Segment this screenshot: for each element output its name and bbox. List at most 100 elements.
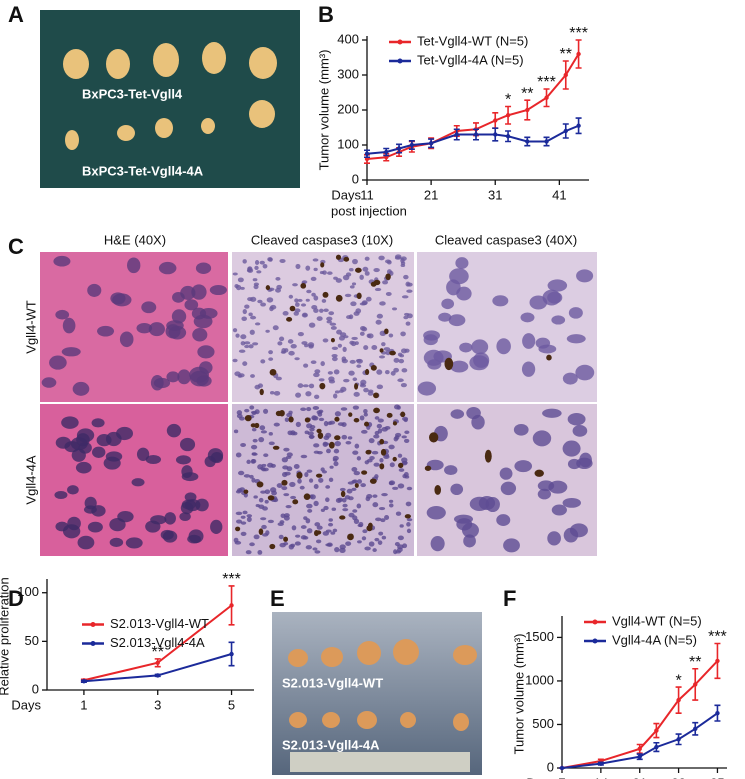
nucleus [441,298,455,310]
nucleus [181,465,193,479]
nucleus [368,438,375,444]
nucleus [334,440,342,447]
nucleus [292,283,298,287]
nucleus [256,270,262,274]
photo-label: BxPC3-Tet-Vgll4 [82,86,183,101]
stain [334,435,341,441]
nucleus [396,547,403,553]
nucleus [310,425,316,429]
nucleus [272,325,279,331]
nucleus [400,263,406,268]
nucleus [282,311,289,316]
nucleus [195,262,212,274]
stain [258,528,264,535]
panel-letter: A [8,2,24,27]
nucleus [330,531,336,535]
nucleus [331,353,338,358]
nucleus [343,335,349,339]
nucleus [393,367,400,373]
stain [385,273,391,281]
nucleus [320,361,325,367]
nucleus [346,315,352,320]
nucleus [374,537,380,542]
nucleus [375,319,382,325]
stain [379,463,385,470]
nucleus [352,509,358,513]
legend-label: Vgll4-WT (N=5) [612,613,702,628]
legend-label: S2.013-Vgll4-WT [110,616,209,631]
nucleus [300,303,307,307]
nucleus [360,483,366,488]
panel-c: H&E (40X) Cleaved caspase3 (10X) Cleaved… [23,232,597,556]
stain [235,526,241,532]
stain [330,338,335,343]
nucleus [325,497,330,503]
nucleus [572,424,588,437]
nucleus [562,440,581,457]
nucleus [312,415,319,421]
nucleus [349,340,355,345]
nucleus [67,516,81,531]
nucleus [373,267,380,273]
nucleus [374,416,380,420]
stain [434,484,442,495]
nucleus [166,371,180,383]
point [493,118,498,123]
nucleus [327,271,333,275]
nucleus [365,296,372,302]
nucleus [402,473,407,479]
point [409,142,415,148]
nucleus [394,435,400,440]
nucleus [388,333,394,338]
nucleus [542,289,561,306]
nucleus [295,302,300,307]
nucleus [361,536,367,541]
point [715,658,720,664]
stain [380,448,387,456]
x-tick-label: 11 [360,187,374,202]
stain [364,368,370,376]
nucleus [252,278,258,282]
x-tick-label: 1 [80,697,87,712]
nucleus [579,452,592,468]
nucleus [245,550,252,555]
legend-marker [592,638,598,644]
nucleus [91,418,105,428]
nucleus [328,477,334,483]
nucleus [339,547,346,553]
nucleus [388,499,394,503]
nucleus [242,309,247,315]
nucleus [392,486,399,490]
nucleus [267,462,274,468]
nucleus [568,307,583,319]
nucleus [351,479,357,484]
nucleus [110,292,126,305]
nucleus [352,405,360,410]
nucleus [304,430,310,435]
nucleus [307,342,315,348]
nucleus [359,274,364,280]
nucleus [103,456,121,470]
nucleus [332,528,338,533]
point [155,673,160,678]
nucleus [197,345,215,359]
nucleus [376,369,383,375]
nucleus [333,448,340,454]
nucleus [311,304,318,310]
nucleus [295,421,301,428]
nucleus [323,308,329,313]
nucleus [430,536,445,552]
stain [334,416,340,422]
nucleus [265,530,270,536]
nucleus [294,541,301,546]
nucleus [278,534,284,540]
nucleus [469,355,489,371]
point [563,72,568,78]
nucleus [251,452,258,456]
nucleus [252,438,258,443]
nucleus [402,416,409,421]
nucleus [319,308,324,313]
stain [370,365,377,371]
nucleus [263,453,269,458]
nucleus [233,429,239,434]
